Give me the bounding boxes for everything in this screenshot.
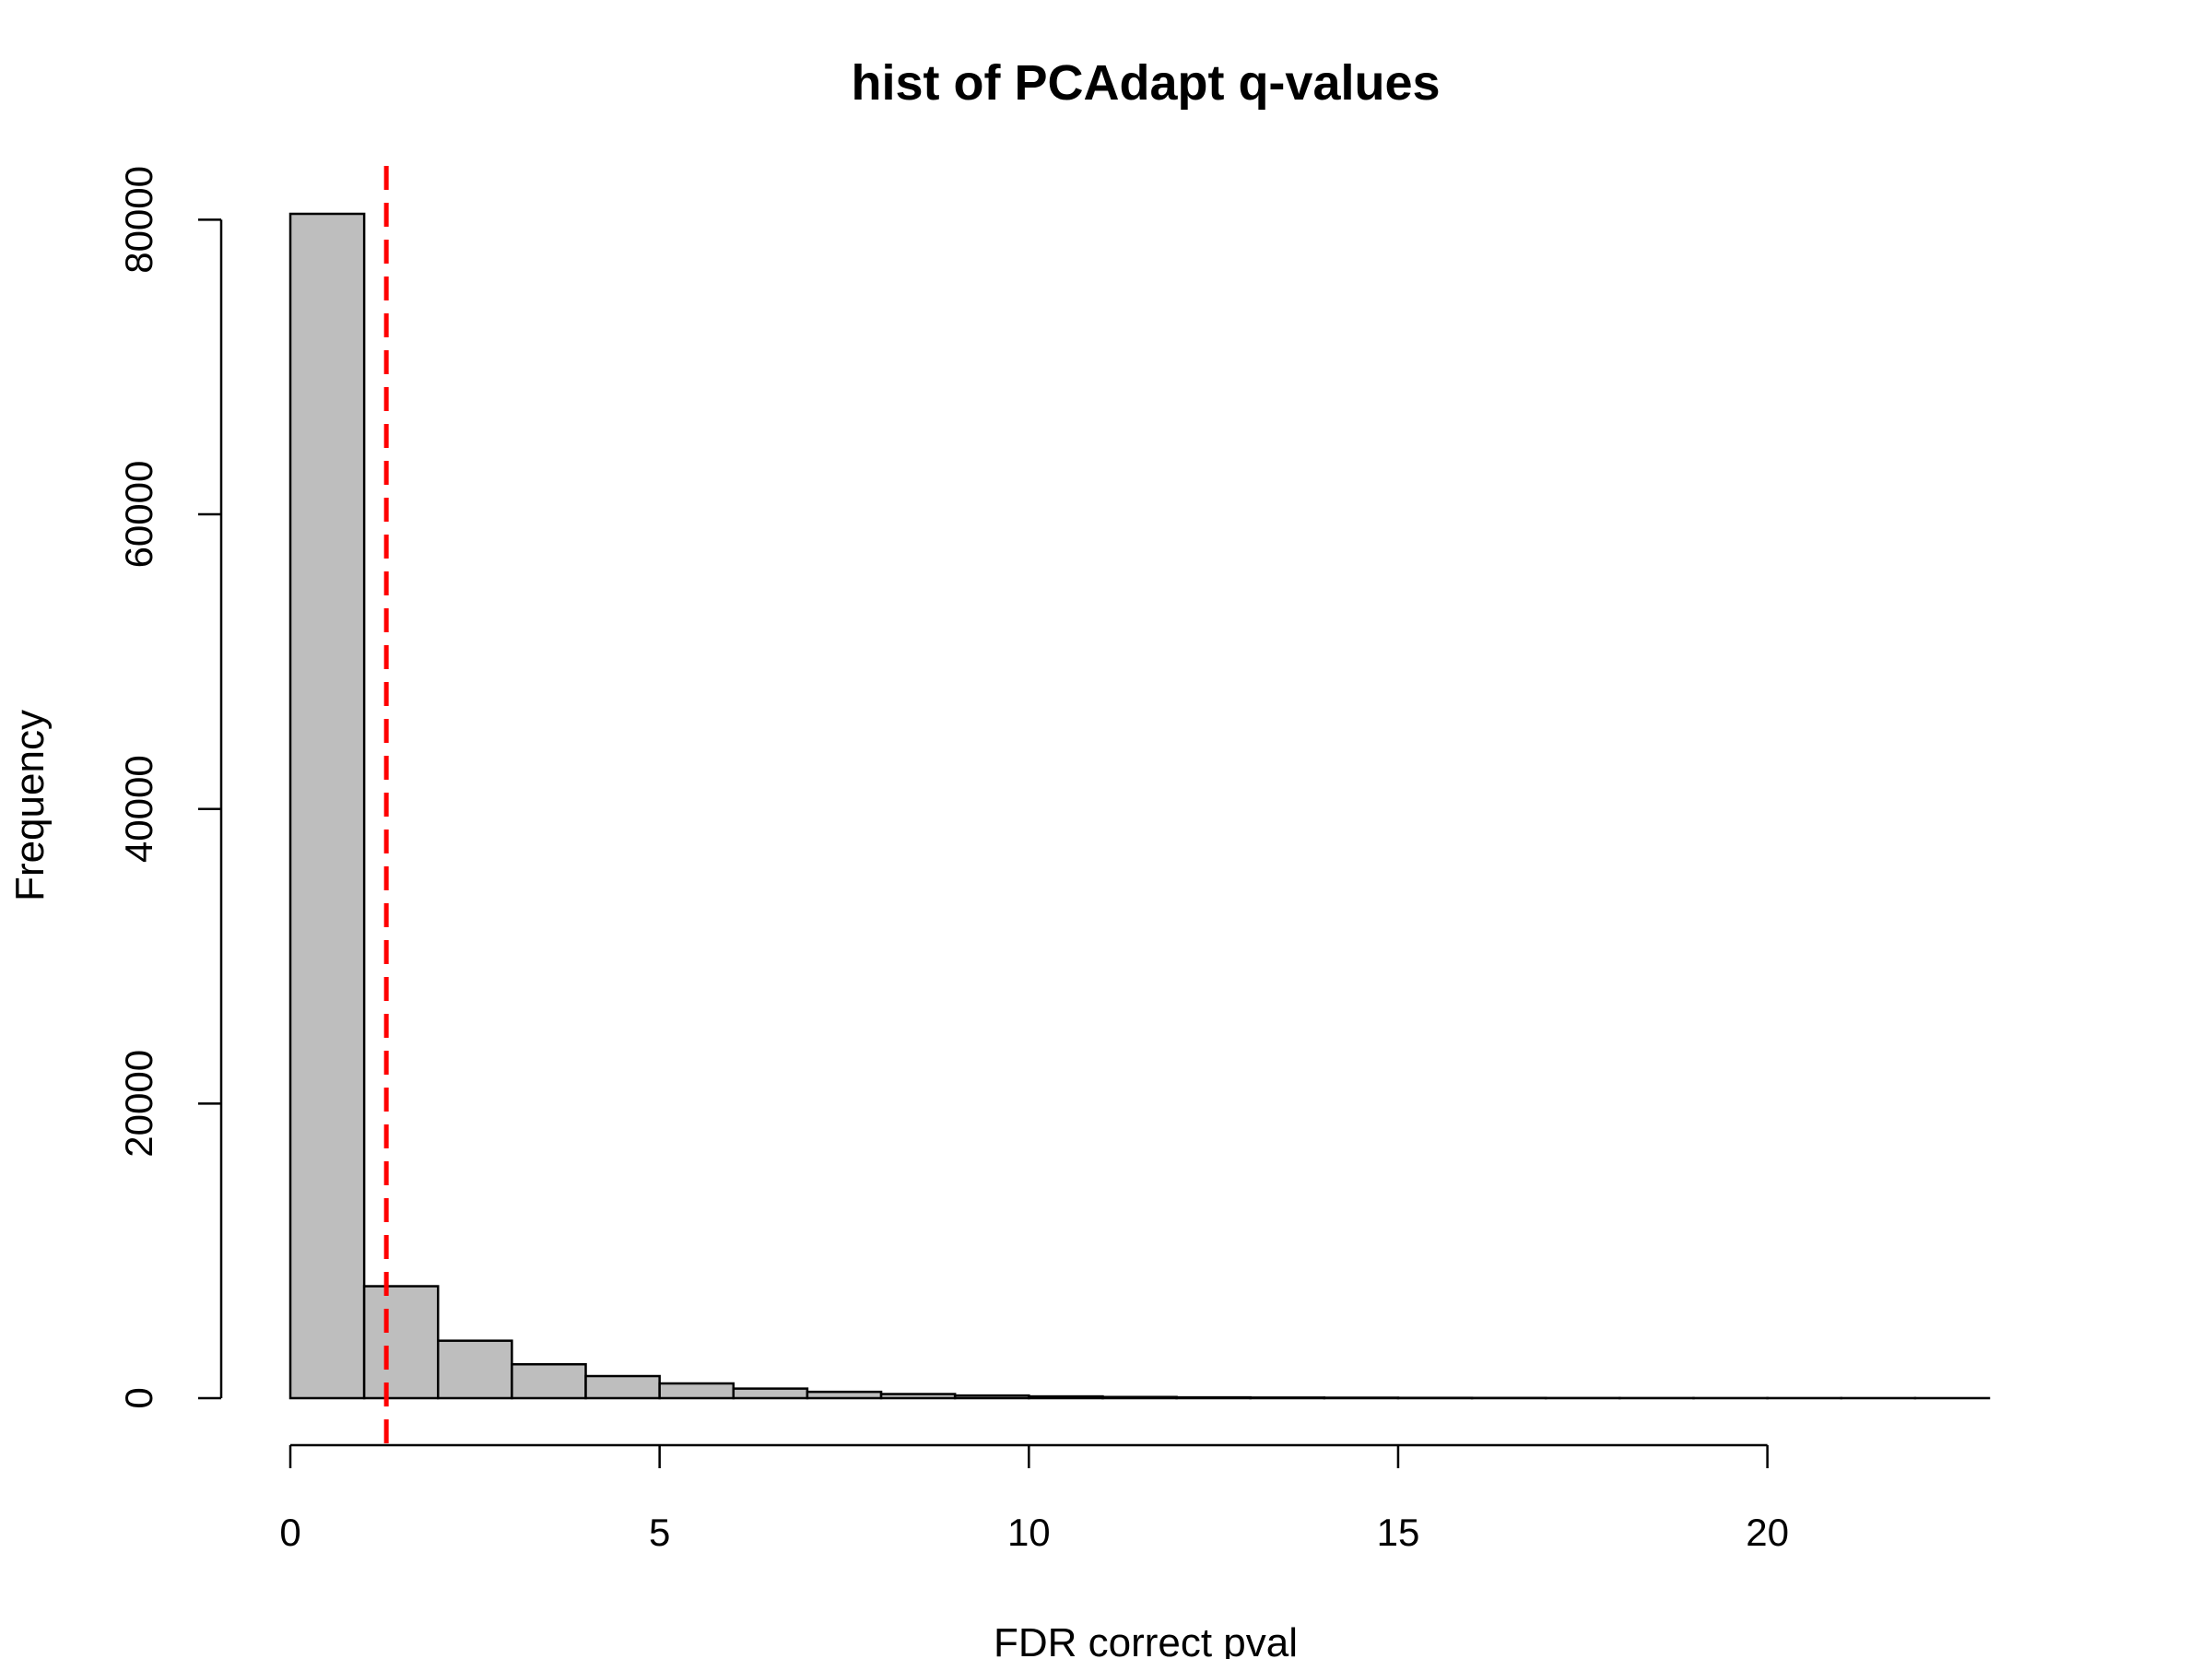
x-tick-label: 5 <box>649 1511 670 1554</box>
chart-title: hist of PCAdapt q-values <box>851 55 1440 111</box>
histogram-bar <box>1101 1395 1178 1400</box>
bars-group <box>288 212 1991 1400</box>
y-axis-label: Frequency <box>7 710 53 901</box>
histogram-bar <box>1028 1394 1104 1400</box>
histogram-bar <box>732 1387 809 1400</box>
x-tick-label: 0 <box>279 1511 300 1554</box>
y-tick-label: 80000 <box>117 166 160 274</box>
histogram-bar <box>362 1285 440 1400</box>
y-tick-label: 40000 <box>117 755 160 863</box>
histogram-bar <box>953 1394 1030 1400</box>
histogram-bar <box>437 1339 513 1400</box>
x-tick-label: 20 <box>1746 1511 1789 1554</box>
x-tick-label: 15 <box>1377 1511 1420 1554</box>
histogram-bar <box>288 212 366 1400</box>
histogram-bar <box>584 1374 661 1400</box>
histogram-bar <box>511 1362 587 1400</box>
x-axis-label: FDR correct pval <box>994 1620 1298 1659</box>
y-axis: 0 20000 40000 60000 80000 <box>117 166 223 1409</box>
x-tick-label: 10 <box>1007 1511 1051 1554</box>
x-axis: 0 5 10 15 20 <box>279 1443 1789 1554</box>
histogram-bar <box>806 1390 883 1400</box>
histogram-bar <box>1175 1395 1252 1400</box>
histogram-bar <box>1249 1396 1326 1400</box>
y-tick-label: 60000 <box>117 461 160 569</box>
histogram-bar <box>658 1382 735 1400</box>
y-tick-label: 0 <box>117 1387 160 1408</box>
histogram-bar <box>879 1393 957 1400</box>
y-tick-label: 20000 <box>117 1050 160 1158</box>
